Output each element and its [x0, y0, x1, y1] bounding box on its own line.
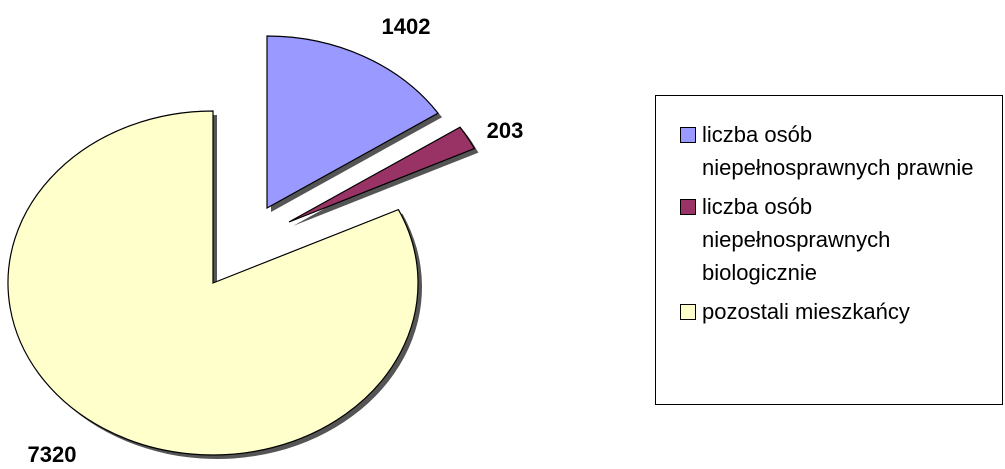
legend-swatch — [680, 127, 696, 143]
legend-item: liczba osób niepełnosprawnych prawnie — [680, 118, 1002, 184]
legend-swatch — [680, 304, 696, 320]
legend-label: liczba osób niepełnosprawnych prawnie — [702, 122, 974, 180]
pie-slice — [266, 35, 439, 210]
data-label: 7320 — [28, 442, 77, 467]
data-label: 1402 — [382, 14, 431, 39]
legend-item: pozostali mieszkańcy — [680, 295, 1002, 328]
pie-slice — [288, 126, 476, 223]
legend-label: liczba osób niepełnosprawnych biologiczn… — [702, 194, 891, 285]
pie-slice — [7, 110, 419, 456]
legend-item: liczba osób niepełnosprawnych biologiczn… — [680, 190, 1002, 289]
legend-label: pozostali mieszkańcy — [702, 299, 910, 324]
legend: liczba osób niepełnosprawnych prawnie lic… — [655, 95, 1003, 405]
data-label: 203 — [487, 118, 524, 143]
legend-swatch — [680, 199, 696, 215]
